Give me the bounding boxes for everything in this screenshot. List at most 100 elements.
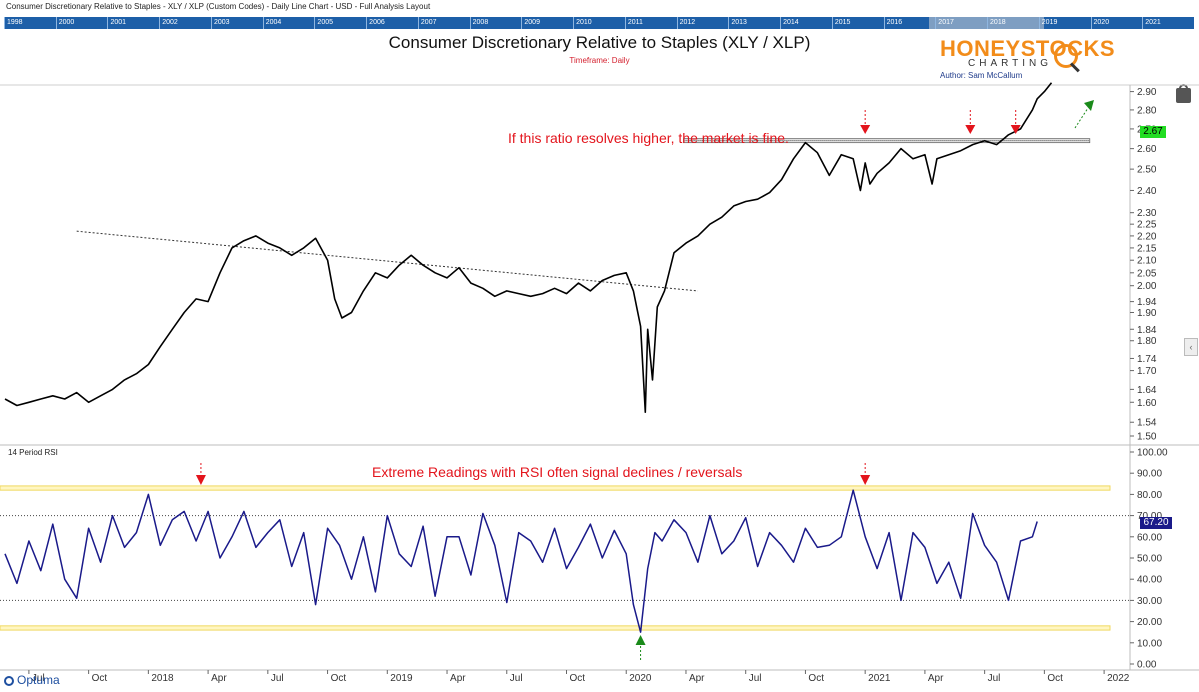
price-y-tick-label: 2.00 <box>1137 281 1157 292</box>
price-y-tick-label: 1.80 <box>1137 336 1157 347</box>
timeline-year[interactable]: 2000 <box>55 17 108 29</box>
price-y-tick-label: 2.30 <box>1137 208 1157 219</box>
price-y-tick-label: 1.50 <box>1137 431 1157 442</box>
price-y-tick-label: 1.74 <box>1137 354 1157 365</box>
rsi-y-tick-label: 0.00 <box>1137 660 1157 671</box>
price-series-line <box>4 82 1053 413</box>
price-y-tick-label: 2.80 <box>1137 105 1157 116</box>
timeline-navigator[interactable]: 1998 2000 2001 2002 2003 2004 2005 2006 2007 2008… <box>4 17 1194 29</box>
price-y-tick-label: 1.70 <box>1137 366 1157 377</box>
magnifier-icon <box>1054 44 1078 68</box>
price-y-tick-label: 2.15 <box>1137 243 1157 254</box>
rsi-extreme-band <box>0 485 1111 491</box>
timeline-year[interactable]: 2002 <box>159 17 211 29</box>
price-y-tick-label: 1.60 <box>1137 398 1157 409</box>
price-y-tick-label: 2.05 <box>1137 268 1157 279</box>
timeline-year[interactable]: 2008 <box>469 17 522 29</box>
timeline-year[interactable]: 2013 <box>728 17 780 29</box>
chart-timeframe: Timeframe: Daily <box>569 56 630 65</box>
collapse-panel-button[interactable]: ‹ <box>1184 338 1198 356</box>
timeline-year[interactable]: 2020 <box>1090 17 1143 29</box>
price-y-tick-label: 1.64 <box>1137 385 1157 396</box>
timeline-year[interactable]: 2010 <box>573 17 625 29</box>
rsi-y-tick-label: 100.00 <box>1137 448 1168 459</box>
x-tick-label: 2021 <box>868 673 891 684</box>
timeline-year[interactable]: 2011 <box>624 17 677 29</box>
x-tick-label: Oct <box>1047 673 1063 684</box>
rsi-y-tick-label: 40.00 <box>1137 575 1162 586</box>
reversal-marker-arrow <box>1010 125 1021 134</box>
rsi-bottom-marker-arrow <box>635 635 646 645</box>
timeline-year[interactable]: 2019 <box>1038 17 1091 29</box>
rsi-y-tick-label: 60.00 <box>1137 532 1162 543</box>
price-y-tick-label: 1.94 <box>1137 297 1157 308</box>
rsi-top-marker-arrow <box>195 475 206 485</box>
lock-icon[interactable] <box>1176 88 1191 103</box>
timeline-year[interactable]: 2009 <box>521 17 573 29</box>
timeline-year[interactable]: 2007 <box>417 17 470 29</box>
reversal-marker-arrow <box>965 125 976 134</box>
timeline-year[interactable]: 2021 <box>1142 17 1194 29</box>
x-tick-label: Oct <box>570 673 586 684</box>
price-annotation: If this ratio resolves higher, the marke… <box>508 130 789 146</box>
breakout-arrow-stem <box>1074 107 1089 129</box>
timeline-year[interactable]: 2014 <box>780 17 832 29</box>
x-tick-label: Jul <box>749 673 762 684</box>
x-tick-label: Apr <box>928 673 944 684</box>
x-tick-label: Jul <box>510 673 523 684</box>
rsi-top-marker-arrow <box>860 475 871 485</box>
x-tick-label: Jul <box>32 673 45 684</box>
x-tick-label: Apr <box>689 673 705 684</box>
timeline-year[interactable]: 2012 <box>676 17 729 29</box>
chart-author: Author: Sam McCallum <box>940 71 1023 80</box>
rsi-y-tick-label: 20.00 <box>1137 617 1162 628</box>
price-y-tick-label: 2.60 <box>1137 144 1157 155</box>
rsi-y-tick-label: 80.00 <box>1137 490 1162 501</box>
timeline-selection[interactable] <box>929 17 1044 29</box>
timeline-year[interactable]: 2018 <box>987 17 1039 29</box>
chart-title: Consumer Discretionary Relative to Stapl… <box>388 33 811 52</box>
rsi-y-tick-label: 50.00 <box>1137 554 1162 565</box>
price-y-tick-label: 1.84 <box>1137 325 1157 336</box>
price-y-tick-label: 2.25 <box>1137 220 1157 231</box>
price-y-tick-label: 1.54 <box>1137 418 1157 429</box>
x-tick-label: Oct <box>808 673 824 684</box>
timeline-year[interactable]: 1998 <box>4 17 56 29</box>
rsi-annotation: Extreme Readings with RSI often signal d… <box>372 464 743 480</box>
rsi-series-line <box>4 489 1038 633</box>
timeline-year[interactable]: 2015 <box>831 17 884 29</box>
window-title: Consumer Discretionary Relative to Stapl… <box>6 2 431 11</box>
logo-subtitle: CHARTING <box>968 58 1053 69</box>
rsi-panel-title: 14 Period RSI <box>8 448 58 457</box>
last-price-label: 2.67 <box>1140 126 1166 138</box>
optuma-logo-icon <box>4 676 14 686</box>
rsi-y-tick-label: 70.00 <box>1137 511 1162 522</box>
optuma-brand: Optuma <box>17 673 60 687</box>
timeline-year[interactable]: 2004 <box>262 17 315 29</box>
price-y-tick-label: 2.50 <box>1137 165 1157 176</box>
timeline-year[interactable]: 2001 <box>107 17 159 29</box>
last-rsi-label: 67.20 <box>1140 517 1172 529</box>
x-tick-label: Oct <box>331 673 347 684</box>
x-tick-label: Oct <box>92 673 108 684</box>
rsi-extreme-band <box>0 625 1111 631</box>
logo-wordmark: HONEYSTOCKS <box>940 36 1116 61</box>
x-tick-label: 2018 <box>151 673 174 684</box>
timeline-year[interactable]: 2006 <box>366 17 418 29</box>
price-y-tick-label: 1.90 <box>1137 308 1157 319</box>
x-tick-label: Jul <box>271 673 284 684</box>
rsi-y-tick-label: 90.00 <box>1137 469 1162 480</box>
x-tick-label: Apr <box>211 673 227 684</box>
x-tick-label: Jul <box>988 673 1001 684</box>
price-y-tick-label: 2.10 <box>1137 256 1157 267</box>
price-y-tick-label: 2.40 <box>1137 186 1157 197</box>
timeline-year[interactable]: 2017 <box>935 17 987 29</box>
timeline-year[interactable]: 2016 <box>883 17 936 29</box>
timeline-year[interactable]: 2005 <box>314 17 366 29</box>
x-tick-label: 2019 <box>390 673 413 684</box>
timeline-year[interactable]: 2003 <box>210 17 263 29</box>
price-y-tick-label: 2.90 <box>1137 87 1157 98</box>
x-tick-label: Apr <box>450 673 466 684</box>
rsi-y-tick-label: 30.00 <box>1137 596 1162 607</box>
